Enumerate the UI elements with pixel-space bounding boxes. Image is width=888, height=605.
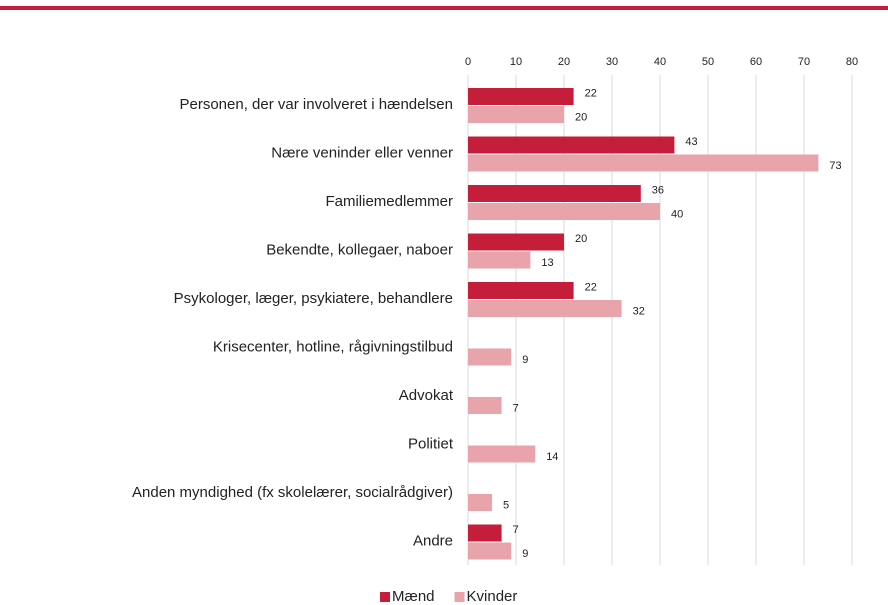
category-label: Anden myndighed (fx skolelærer, socialrå… — [132, 484, 453, 501]
value-label: 36 — [652, 184, 664, 196]
category-label: Andre — [413, 532, 453, 549]
bar — [468, 397, 502, 414]
category-label: Nære veninder eller venner — [271, 144, 453, 161]
x-tick-label: 60 — [750, 56, 762, 68]
legend-swatch — [454, 592, 465, 602]
value-label: 22 — [585, 87, 597, 99]
x-tick-label: 70 — [798, 56, 810, 68]
bar — [468, 106, 564, 123]
legend-label: Kvinder — [467, 588, 518, 605]
bar — [468, 203, 660, 220]
top-rule — [0, 6, 888, 10]
category-label: Bekendte, kollegaer, naboer — [266, 241, 453, 258]
value-label: 9 — [522, 354, 528, 366]
value-label: 7 — [513, 402, 519, 414]
value-label: 14 — [546, 451, 558, 463]
value-label: 20 — [575, 233, 587, 245]
category-label: Psykologer, læger, psykiatere, behandler… — [174, 290, 453, 307]
value-label: 40 — [671, 208, 683, 220]
x-tick-label: 20 — [558, 56, 570, 68]
bar — [468, 348, 512, 366]
bar — [468, 494, 492, 511]
value-label: 32 — [633, 305, 645, 317]
value-label: 5 — [503, 499, 509, 511]
value-label: 20 — [575, 111, 587, 123]
bar — [468, 282, 574, 299]
bar — [468, 524, 502, 542]
bar — [468, 185, 641, 202]
bar — [468, 445, 536, 463]
category-label: Familiemedlemmer — [325, 193, 453, 210]
x-tick-label: 50 — [702, 56, 714, 68]
category-label: Krisecenter, hotline, rågivningstilbud — [213, 338, 453, 355]
legend-swatch — [380, 592, 390, 602]
bar — [468, 154, 819, 172]
bar — [468, 542, 512, 560]
bar — [468, 300, 622, 317]
value-label: 13 — [541, 257, 553, 269]
x-tick-label: 40 — [654, 56, 666, 68]
value-label: 43 — [685, 136, 697, 148]
x-tick-label: 80 — [846, 56, 858, 68]
bar — [468, 136, 675, 154]
value-label: 7 — [513, 524, 519, 536]
bar — [468, 251, 531, 269]
category-label: Personen, der var involveret i hændelsen — [180, 96, 454, 113]
value-label: 22 — [585, 281, 597, 293]
x-tick-label: 0 — [465, 56, 471, 68]
value-label: 73 — [829, 160, 841, 172]
category-label: Politiet — [408, 435, 454, 452]
category-label: Advokat — [399, 387, 454, 404]
x-tick-label: 10 — [510, 56, 522, 68]
x-tick-label: 30 — [606, 56, 618, 68]
bar — [468, 88, 574, 105]
bar — [468, 233, 564, 251]
legend-label: Mænd — [392, 588, 435, 605]
value-label: 9 — [522, 548, 528, 560]
